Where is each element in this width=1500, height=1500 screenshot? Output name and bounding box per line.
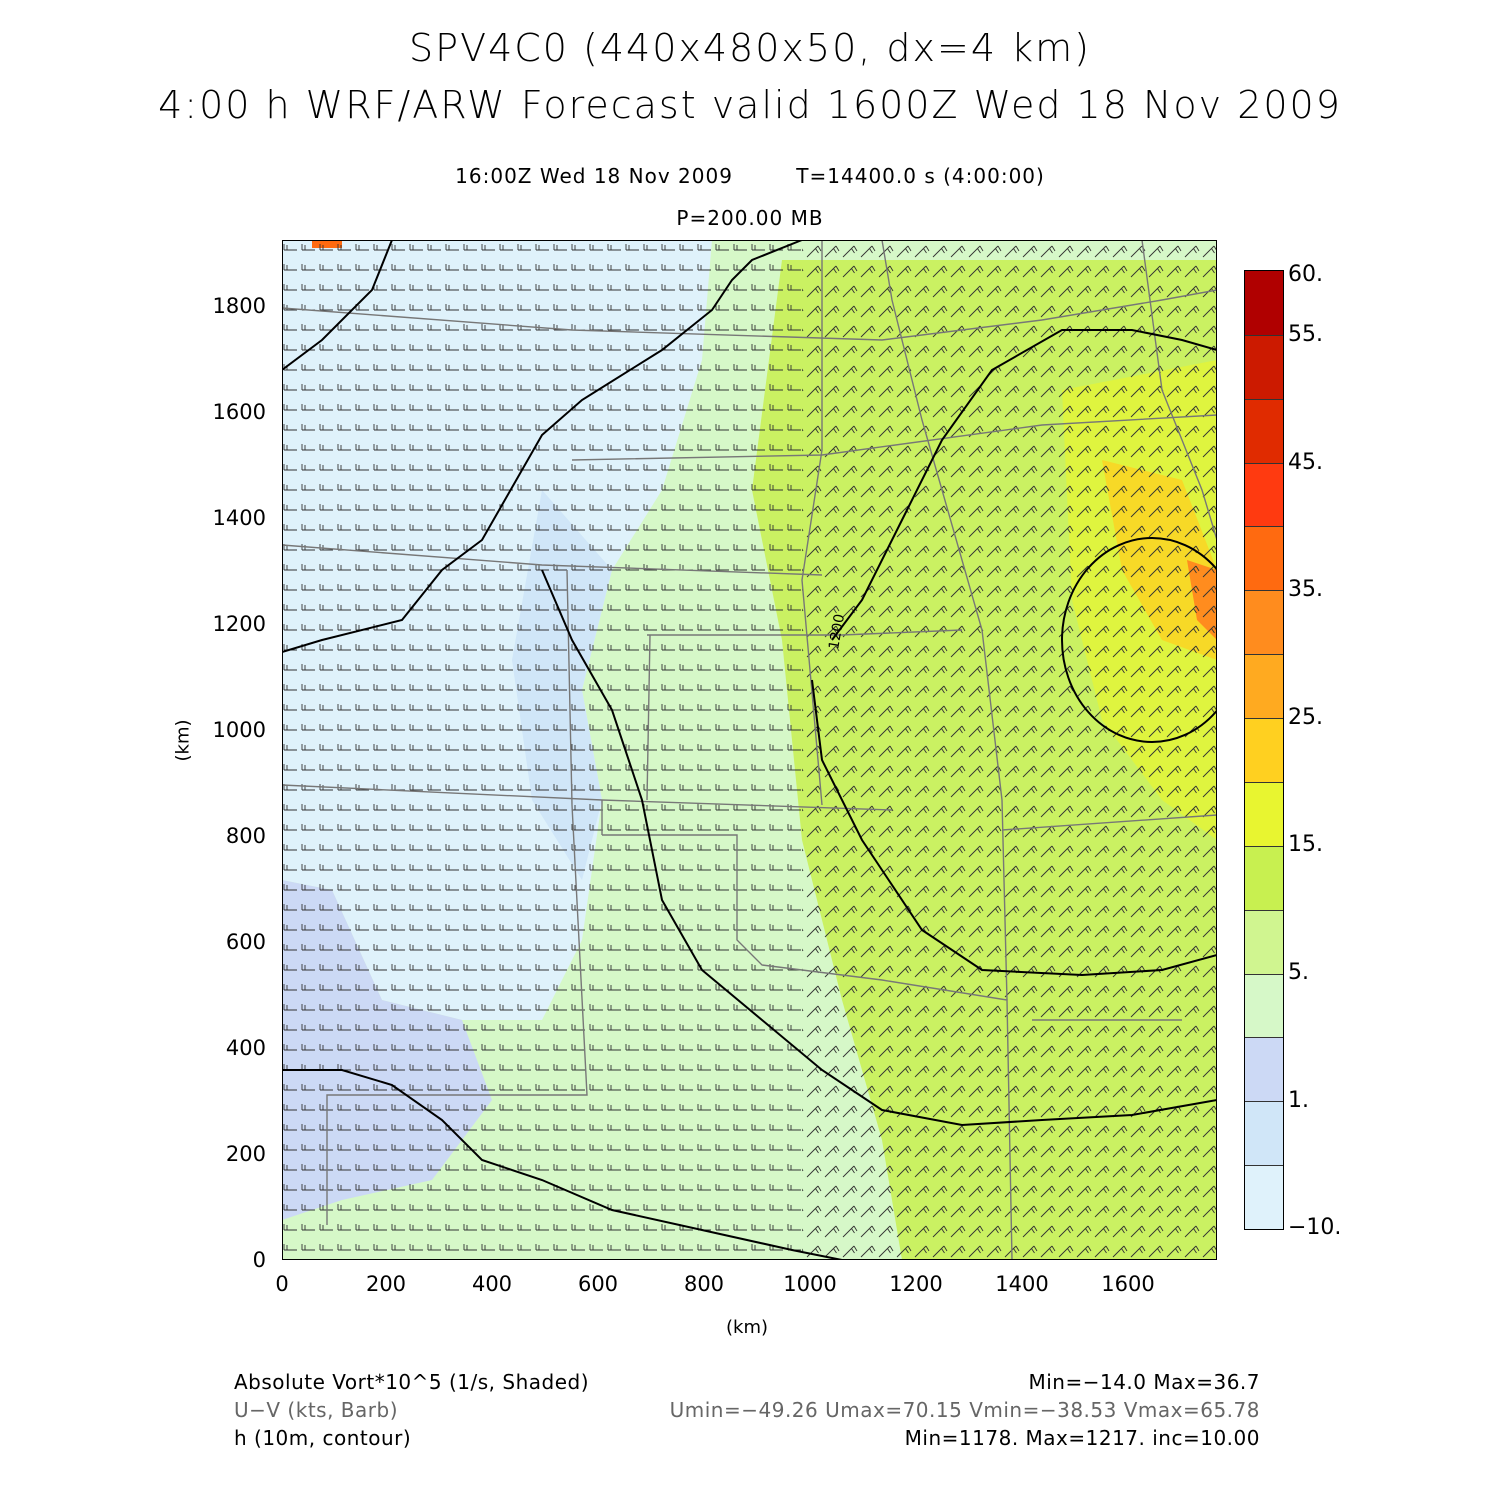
y-tick: 400 xyxy=(225,1036,266,1060)
colorbar xyxy=(1244,270,1284,1230)
colorbar-label: 60. xyxy=(1288,262,1323,287)
field1-name: Absolute Vort*10^5 (1/s, Shaded) xyxy=(234,1370,590,1394)
colorbar-segment xyxy=(1245,909,1283,974)
map-svg: 1200 xyxy=(282,240,1217,1260)
state-borders xyxy=(282,240,1217,1260)
contour-west xyxy=(282,240,803,653)
title-line-2: 4:00 h WRF/ARW Forecast valid 1600Z Wed … xyxy=(158,83,1342,127)
colorbar-segment xyxy=(1245,526,1283,591)
contour-east xyxy=(811,679,1217,977)
y-tick: 1800 xyxy=(212,294,266,318)
x-tick: 1200 xyxy=(889,1272,943,1296)
y-tick: 200 xyxy=(225,1142,266,1166)
colorbar-label: 35. xyxy=(1288,577,1323,602)
valid-time: 16:00Z Wed 18 Nov 2009 xyxy=(455,164,733,188)
height-contours xyxy=(282,240,1217,1260)
wind-barbs-west xyxy=(282,240,802,1260)
y-tick: 1400 xyxy=(212,506,266,530)
contour-center xyxy=(541,569,1217,1127)
colorbar-label: 25. xyxy=(1288,705,1323,730)
y-tick: 1200 xyxy=(212,612,266,636)
title-line-1: SPV4C0 (440x480x50, dx=4 km) xyxy=(409,26,1091,70)
x-axis-label: (km) xyxy=(726,1317,769,1338)
colorbar-segment xyxy=(1245,973,1283,1038)
field2-stats: Umin=−49.26 Umax=70.15 Vmin=−38.53 Vmax=… xyxy=(669,1398,1260,1422)
sim-time: T=14400.0 s (4:00:00) xyxy=(796,164,1045,188)
contour-label: 1200 xyxy=(826,613,848,651)
colorbar-segment xyxy=(1245,462,1283,527)
x-tick: 800 xyxy=(683,1272,725,1296)
y-axis-label: (km) xyxy=(172,719,194,762)
x-tick: 400 xyxy=(471,1272,513,1296)
colorbar-segment xyxy=(1245,718,1283,782)
time-info: 16:00Z Wed 18 Nov 2009 T=14400.0 s (4:00… xyxy=(0,164,1500,188)
colorbar-segment xyxy=(1245,590,1283,655)
colorbar-label: 1. xyxy=(1288,1088,1309,1113)
plot-frame xyxy=(282,240,1217,1260)
colorbar-segment xyxy=(1245,1165,1283,1229)
colorbar-label: 55. xyxy=(1288,322,1323,347)
contour-low-center xyxy=(1061,537,1217,743)
colorbar-segment xyxy=(1245,271,1283,335)
x-tick: 0 xyxy=(275,1272,289,1296)
map-plot: 1200 xyxy=(282,240,1217,1260)
y-tick: 1000 xyxy=(212,718,266,742)
x-tick: 1600 xyxy=(1101,1272,1155,1296)
colorbar-label: −10. xyxy=(1288,1215,1342,1240)
colorbar-segment xyxy=(1245,1037,1283,1102)
colorbar-segment xyxy=(1245,334,1283,399)
wind-barbs-east xyxy=(802,240,1217,1260)
x-tick: 200 xyxy=(365,1272,407,1296)
colorbar-segment xyxy=(1245,398,1283,463)
y-tick: 600 xyxy=(225,930,266,954)
y-tick: 800 xyxy=(225,824,266,848)
colorbar-label: 15. xyxy=(1288,832,1323,857)
field1-stats: Min=−14.0 Max=36.7 xyxy=(1028,1370,1260,1394)
pressure-level: P=200.00 MB xyxy=(676,206,824,230)
x-tick: 1400 xyxy=(995,1272,1049,1296)
field3-name: h (10m, contour) xyxy=(234,1426,412,1450)
colorbar-segment xyxy=(1245,781,1283,846)
colorbar-segment xyxy=(1245,1101,1283,1166)
y-tick: 0 xyxy=(252,1248,266,1272)
colorbar-segment xyxy=(1245,845,1283,910)
x-tick: 1000 xyxy=(783,1272,837,1296)
x-tick: 600 xyxy=(577,1272,619,1296)
y-tick: 1600 xyxy=(212,400,266,424)
colorbar-segment xyxy=(1245,654,1283,719)
field3-stats: Min=1178. Max=1217. inc=10.00 xyxy=(904,1426,1260,1450)
colorbar-label: 45. xyxy=(1288,450,1323,475)
field2-name: U−V (kts, Barb) xyxy=(234,1398,398,1422)
colorbar-label: 5. xyxy=(1288,960,1309,985)
